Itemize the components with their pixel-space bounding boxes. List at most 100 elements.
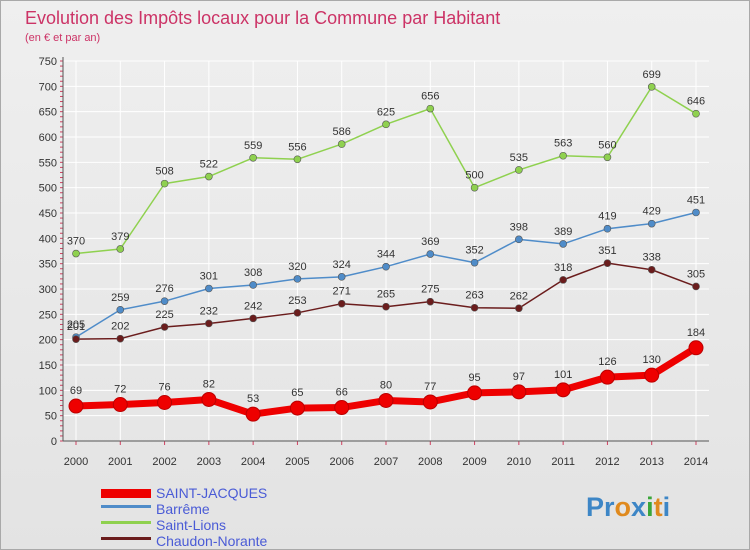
data-label: 101 bbox=[554, 369, 572, 381]
legend: SAINT-JACQUESBarrêmeSaint-LionsChaudon-N… bbox=[101, 485, 268, 549]
data-point bbox=[245, 406, 261, 422]
data-point bbox=[647, 83, 656, 91]
legend-label: SAINT-JACQUES bbox=[156, 485, 267, 501]
data-point bbox=[337, 273, 346, 281]
data-label: 205 bbox=[67, 319, 85, 331]
x-tick-label: 2002 bbox=[152, 456, 176, 468]
legend-label: Saint-Lions bbox=[156, 517, 226, 533]
x-tick-label: 2009 bbox=[462, 456, 486, 468]
y-tick-label: 0 bbox=[51, 436, 57, 448]
data-label: 69 bbox=[70, 385, 82, 397]
data-point bbox=[692, 208, 700, 217]
data-point bbox=[337, 299, 346, 308]
data-point bbox=[603, 259, 612, 267]
data-point bbox=[688, 340, 704, 356]
data-point bbox=[515, 304, 523, 313]
y-tick-label: 150 bbox=[39, 360, 57, 372]
data-label: 263 bbox=[465, 290, 483, 302]
logo-letter: P bbox=[586, 492, 604, 522]
data-label: 53 bbox=[247, 393, 259, 405]
data-label: 389 bbox=[554, 226, 572, 238]
data-point bbox=[116, 245, 125, 253]
data-label: 308 bbox=[244, 267, 262, 279]
legend-swatch bbox=[101, 521, 151, 524]
x-tick-label: 2010 bbox=[507, 456, 531, 468]
svg-text:Proxiti: Proxiti bbox=[586, 492, 670, 522]
data-label: 320 bbox=[288, 261, 306, 273]
data-point bbox=[205, 319, 213, 328]
legend-label: Barrême bbox=[156, 501, 210, 517]
data-label: 560 bbox=[598, 139, 616, 151]
data-point bbox=[249, 281, 257, 289]
data-label: 556 bbox=[288, 141, 306, 153]
data-label: 72 bbox=[114, 384, 126, 396]
data-label: 225 bbox=[155, 309, 173, 321]
y-tick-label: 700 bbox=[39, 81, 57, 93]
logo-letter: t bbox=[654, 492, 663, 522]
data-point bbox=[599, 369, 615, 385]
data-point bbox=[160, 179, 169, 188]
data-point bbox=[426, 250, 435, 258]
series-chaudon-norante: 201 202 225 232 242 253 271 265 275 263 262 318 351 3… bbox=[67, 245, 705, 343]
data-point bbox=[511, 384, 527, 400]
data-point bbox=[470, 303, 479, 312]
y-tick-label: 250 bbox=[39, 309, 57, 321]
data-point bbox=[692, 282, 700, 291]
logo-letter: i bbox=[646, 492, 654, 522]
y-tick-label: 350 bbox=[39, 259, 57, 271]
data-label: 352 bbox=[465, 245, 483, 257]
legend-item: Barrême bbox=[101, 501, 210, 517]
data-point bbox=[334, 400, 350, 416]
data-label: 451 bbox=[687, 194, 705, 206]
data-label: 522 bbox=[200, 159, 218, 171]
data-point bbox=[382, 262, 390, 271]
data-label: 259 bbox=[111, 292, 129, 304]
data-label: 646 bbox=[687, 96, 705, 108]
data-point bbox=[201, 391, 217, 407]
data-point bbox=[116, 305, 125, 314]
proxiti-logo: Proxiti bbox=[586, 492, 670, 522]
logo-letter: i bbox=[663, 492, 671, 522]
data-point bbox=[555, 382, 571, 398]
data-label: 324 bbox=[333, 259, 351, 271]
y-tick-label: 100 bbox=[39, 385, 57, 397]
data-label: 76 bbox=[158, 381, 170, 393]
data-label: 656 bbox=[421, 91, 439, 103]
data-label: 508 bbox=[155, 166, 173, 178]
data-point bbox=[116, 334, 125, 343]
data-label: 275 bbox=[421, 284, 439, 296]
data-label: 500 bbox=[465, 170, 483, 182]
data-label: 271 bbox=[333, 286, 351, 298]
data-point bbox=[647, 265, 656, 274]
axes: 0 50 100 150 200 250 300 350 400 450 500 550 600 650 7… bbox=[39, 56, 709, 468]
x-tick-label: 2008 bbox=[418, 456, 442, 468]
data-label: 184 bbox=[687, 327, 705, 339]
data-label: 318 bbox=[554, 262, 572, 274]
data-label: 262 bbox=[510, 290, 528, 302]
y-tick-label: 650 bbox=[39, 107, 57, 119]
legend-label: Chaudon-Norante bbox=[156, 533, 268, 549]
data-point bbox=[249, 314, 257, 323]
data-label: 80 bbox=[380, 379, 392, 391]
data-point bbox=[644, 367, 660, 383]
data-label: 379 bbox=[111, 231, 129, 243]
data-label: 419 bbox=[598, 211, 616, 223]
chart-subtitle: (en € et par an) bbox=[25, 32, 100, 44]
data-point bbox=[470, 183, 479, 192]
x-tick-label: 2005 bbox=[285, 456, 309, 468]
x-tick-label: 2007 bbox=[374, 456, 398, 468]
data-label: 77 bbox=[424, 381, 436, 393]
logo-letter: r bbox=[604, 492, 615, 522]
data-label: 369 bbox=[421, 236, 439, 248]
chart-title: Evolution des Impôts locaux pour la Comm… bbox=[25, 8, 500, 28]
legend-item: Saint-Lions bbox=[101, 517, 226, 533]
data-label: 201 bbox=[67, 321, 85, 333]
series-saint-lions: 370 379 508 522 559 556 586 625 656 500 535 563 560 6… bbox=[67, 69, 705, 258]
legend-swatch bbox=[101, 489, 151, 498]
data-label: 429 bbox=[643, 206, 661, 218]
data-point bbox=[249, 153, 257, 162]
data-label: 625 bbox=[377, 106, 395, 118]
data-point bbox=[559, 240, 567, 248]
